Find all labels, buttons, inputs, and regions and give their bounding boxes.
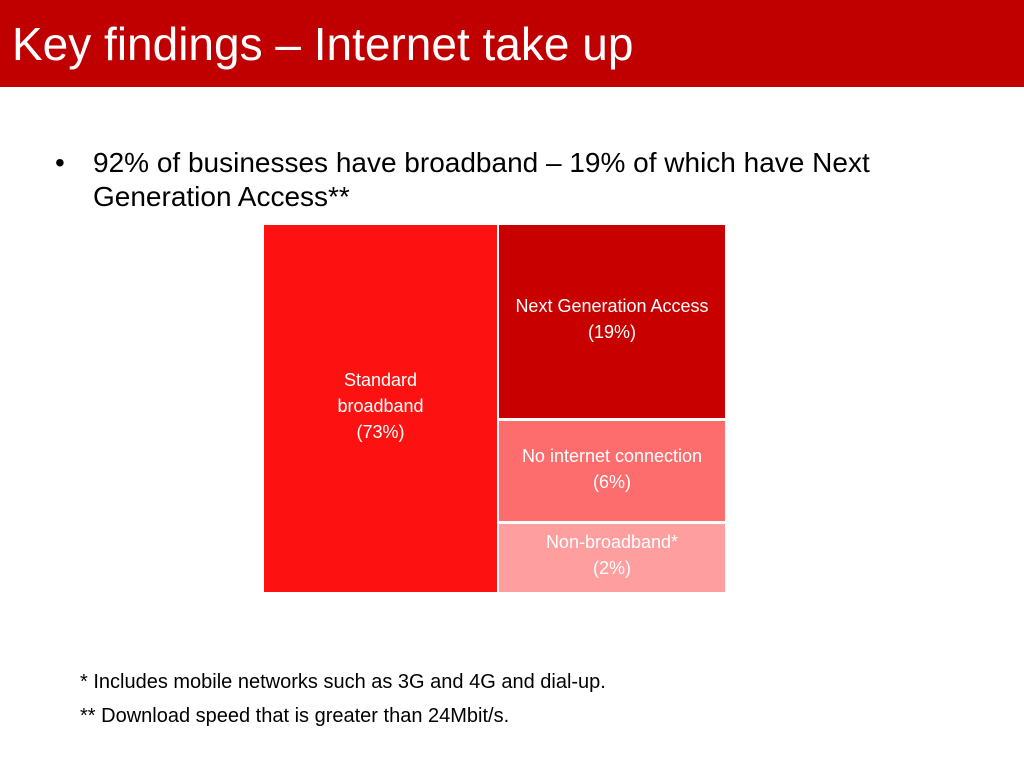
treemap-rect-standard bbox=[264, 225, 497, 592]
treemap-tile-standard: Standard broadband (73%) bbox=[264, 225, 497, 592]
treemap-label-next-generation-access-1: (19%) bbox=[588, 322, 636, 342]
treemap-label-non-broadband-0: Non-broadband* bbox=[546, 532, 678, 552]
treemap-label-non-broadband-1: (2%) bbox=[593, 558, 631, 578]
bullet-icon: • bbox=[55, 147, 65, 178]
footnote-speed: ** Download speed that is greater than 2… bbox=[80, 705, 510, 727]
treemap-tile-next-generation-access: Next Generation Access (19%) bbox=[499, 225, 725, 418]
title-bar: Key findings – Internet take up bbox=[0, 0, 1024, 87]
treemap-label-standard-0: Standard bbox=[344, 370, 417, 390]
treemap-tile-non-broadband: Non-broadband* (2%) bbox=[499, 524, 725, 592]
treemap-label-no-internet-connection-1: (6%) bbox=[593, 472, 631, 492]
treemap-rect-next-generation-access bbox=[499, 225, 725, 418]
slide-title: Key findings – Internet take up bbox=[12, 18, 634, 70]
treemap-label-no-internet-connection-0: No internet connection bbox=[522, 446, 702, 466]
footnote-mobile: * Includes mobile networks such as 3G an… bbox=[80, 671, 606, 693]
treemap-rect-non-broadband bbox=[499, 524, 725, 592]
bullet-text: 92% of businesses have broadband – 19% o… bbox=[93, 147, 870, 212]
treemap-label-next-generation-access-0: Next Generation Access bbox=[515, 296, 708, 316]
treemap-rect-no-internet-connection bbox=[499, 421, 725, 521]
treemap-label-standard-2: (73%) bbox=[356, 422, 404, 442]
treemap-tile-no-internet-connection: No internet connection (6%) bbox=[499, 421, 725, 521]
treemap-label-standard-1: broadband bbox=[337, 396, 423, 416]
